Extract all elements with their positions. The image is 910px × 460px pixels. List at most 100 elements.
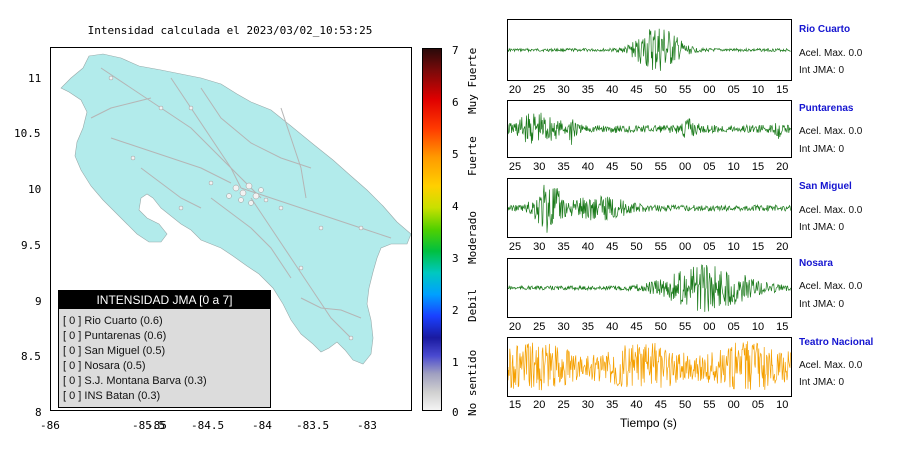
y-tick-label: 9.5 xyxy=(21,239,41,252)
time-tick-label: 50 xyxy=(630,161,643,173)
time-tick-label: 50 xyxy=(678,399,692,411)
time-tick-label: 10 xyxy=(727,161,740,173)
time-tick-label: 45 xyxy=(630,84,643,96)
station-accel: Acel. Max. 0.0 xyxy=(799,48,863,59)
station-jma: Int JMA: 0 xyxy=(799,299,845,310)
intensity-color-scale xyxy=(422,48,442,411)
x-tick-label: -84.5 xyxy=(191,419,225,432)
time-tick-label: 25 xyxy=(533,84,546,96)
time-tick-label: 20 xyxy=(508,321,522,333)
waveform-panel-teatro-nacional[interactable] xyxy=(507,337,792,397)
scale-tick: 2 xyxy=(452,304,459,317)
time-tick-label: 35 xyxy=(606,399,619,411)
legend-item: [ 0 ] Puntarenas (0.6) xyxy=(63,330,167,342)
station-name[interactable]: San Miguel xyxy=(799,181,852,192)
time-tick-label: 05 xyxy=(751,399,765,411)
time-tick-label: 20 xyxy=(508,84,522,96)
time-tick-label: 50 xyxy=(654,321,667,333)
scale-tick: 3 xyxy=(452,252,459,265)
scale-tick: 7 xyxy=(452,44,459,57)
station-name[interactable]: Nosara xyxy=(799,258,833,269)
time-tick-label: 45 xyxy=(630,321,643,333)
time-tick-label: 45 xyxy=(606,241,619,253)
intensity-legend: INTENSIDAD JMA [0 a 7] [ 0 ] Rio Cuarto … xyxy=(58,290,271,408)
y-tick-label: 8.5 xyxy=(21,350,41,363)
time-tick-label: 00 xyxy=(678,161,692,173)
x-tick-label: -85.5 xyxy=(132,419,166,432)
station-accel: Acel. Max. 0.0 xyxy=(799,126,863,137)
waveform-trace xyxy=(508,28,791,71)
time-tick-label: 15 xyxy=(776,84,789,96)
time-tick-label: 05 xyxy=(727,84,740,96)
scale-tick: 1 xyxy=(452,356,459,369)
x-tick-label: -83.5 xyxy=(296,419,330,432)
legend-item: [ 0 ] INS Batan (0.3) xyxy=(63,390,161,402)
station-name[interactable]: Puntarenas xyxy=(799,103,854,114)
costa-rica-map-svg xyxy=(60,53,411,365)
station-name[interactable]: Rio Cuarto xyxy=(799,24,851,35)
time-tick-label: 45 xyxy=(606,161,619,173)
y-tick-label: 10 xyxy=(28,183,42,196)
waveform-panel-puntarenas[interactable] xyxy=(507,100,792,158)
scale-label-muy-fuerte: Muy Fuerte xyxy=(466,47,479,114)
time-tick-label: 55 xyxy=(703,399,716,411)
station-accel: Acel. Max. 0.0 xyxy=(799,205,863,216)
waveform-panel-rio-cuarto[interactable] xyxy=(507,19,792,81)
time-tick-label: 35 xyxy=(557,161,570,173)
time-tick-label: 00 xyxy=(678,241,692,253)
station-accel: Acel. Max. 0.0 xyxy=(799,360,863,371)
station-accel: Acel. Max. 0.0 xyxy=(799,281,863,292)
scale-label-no-sentido: No sentido xyxy=(466,349,479,416)
time-tick-label: 30 xyxy=(533,161,546,173)
legend-item: [ 0 ] Nosara (0.5) xyxy=(63,360,146,372)
time-tick-label: 15 xyxy=(751,241,765,253)
x-tick-label: -85 xyxy=(147,419,167,432)
time-tick-label: 20 xyxy=(776,241,789,253)
time-tick-label: 10 xyxy=(751,321,765,333)
scale-tick: 4 xyxy=(452,200,459,213)
x-tick-label: -84 xyxy=(252,419,272,432)
time-tick-label: 30 xyxy=(533,241,546,253)
map-title: Intensidad calculada el 2023/03/02_10:53… xyxy=(87,24,373,37)
time-tick-label: 35 xyxy=(581,84,595,96)
time-tick-label: 50 xyxy=(654,84,667,96)
time-axis-row: 25 30 35 40 45 50 55 00 05 10 15 20 xyxy=(503,241,803,255)
time-tick-label: 55 xyxy=(678,321,692,333)
time-tick-label: 30 xyxy=(557,321,570,333)
waveform-panel-san-miguel[interactable] xyxy=(507,178,792,238)
legend-item: [ 0 ] San Miguel (0.5) xyxy=(63,345,166,357)
station-jma: Int JMA: 0 xyxy=(799,222,845,233)
time-tick-label: 25 xyxy=(508,241,522,253)
time-tick-label: 40 xyxy=(606,84,619,96)
time-tick-label: 40 xyxy=(581,241,595,253)
time-axis-row: 15 20 25 30 35 40 45 50 55 00 05 10 xyxy=(503,399,803,413)
time-tick-label: 10 xyxy=(776,399,789,411)
waveform-trace xyxy=(508,112,791,145)
waveform-trace xyxy=(508,341,791,391)
x-tick-label: -86 xyxy=(40,419,60,432)
time-tick-label: 00 xyxy=(703,321,716,333)
time-tick-label: 45 xyxy=(654,399,667,411)
time-tick-label: 00 xyxy=(727,399,740,411)
time-tick-label: 55 xyxy=(654,161,667,173)
station-jma: Int JMA: 0 xyxy=(799,65,845,76)
time-axis-row: 20 25 30 35 40 45 50 55 00 05 10 15 xyxy=(503,321,803,335)
y-tick-label: 8 xyxy=(35,406,42,419)
station-jma: Int JMA: 0 xyxy=(799,377,845,388)
time-tick-label: 20 xyxy=(776,161,789,173)
time-tick-label: 55 xyxy=(654,241,667,253)
time-tick-label: 00 xyxy=(703,84,716,96)
time-tick-label: 35 xyxy=(581,321,595,333)
station-jma: Int JMA: 0 xyxy=(799,144,845,155)
time-tick-label: 30 xyxy=(581,399,595,411)
time-tick-label: 15 xyxy=(508,399,522,411)
time-tick-label: 25 xyxy=(533,321,546,333)
station-name[interactable]: Teatro Nacional xyxy=(799,337,874,348)
waveform-panel-nosara[interactable] xyxy=(507,258,792,318)
waveform-trace xyxy=(508,184,791,233)
time-tick-label: 05 xyxy=(703,241,716,253)
time-tick-label: 55 xyxy=(678,84,692,96)
legend-item: [ 0 ] Rio Cuarto (0.6) xyxy=(63,315,163,327)
scale-tick: 0 xyxy=(452,406,459,419)
scale-tick: 6 xyxy=(452,96,459,109)
